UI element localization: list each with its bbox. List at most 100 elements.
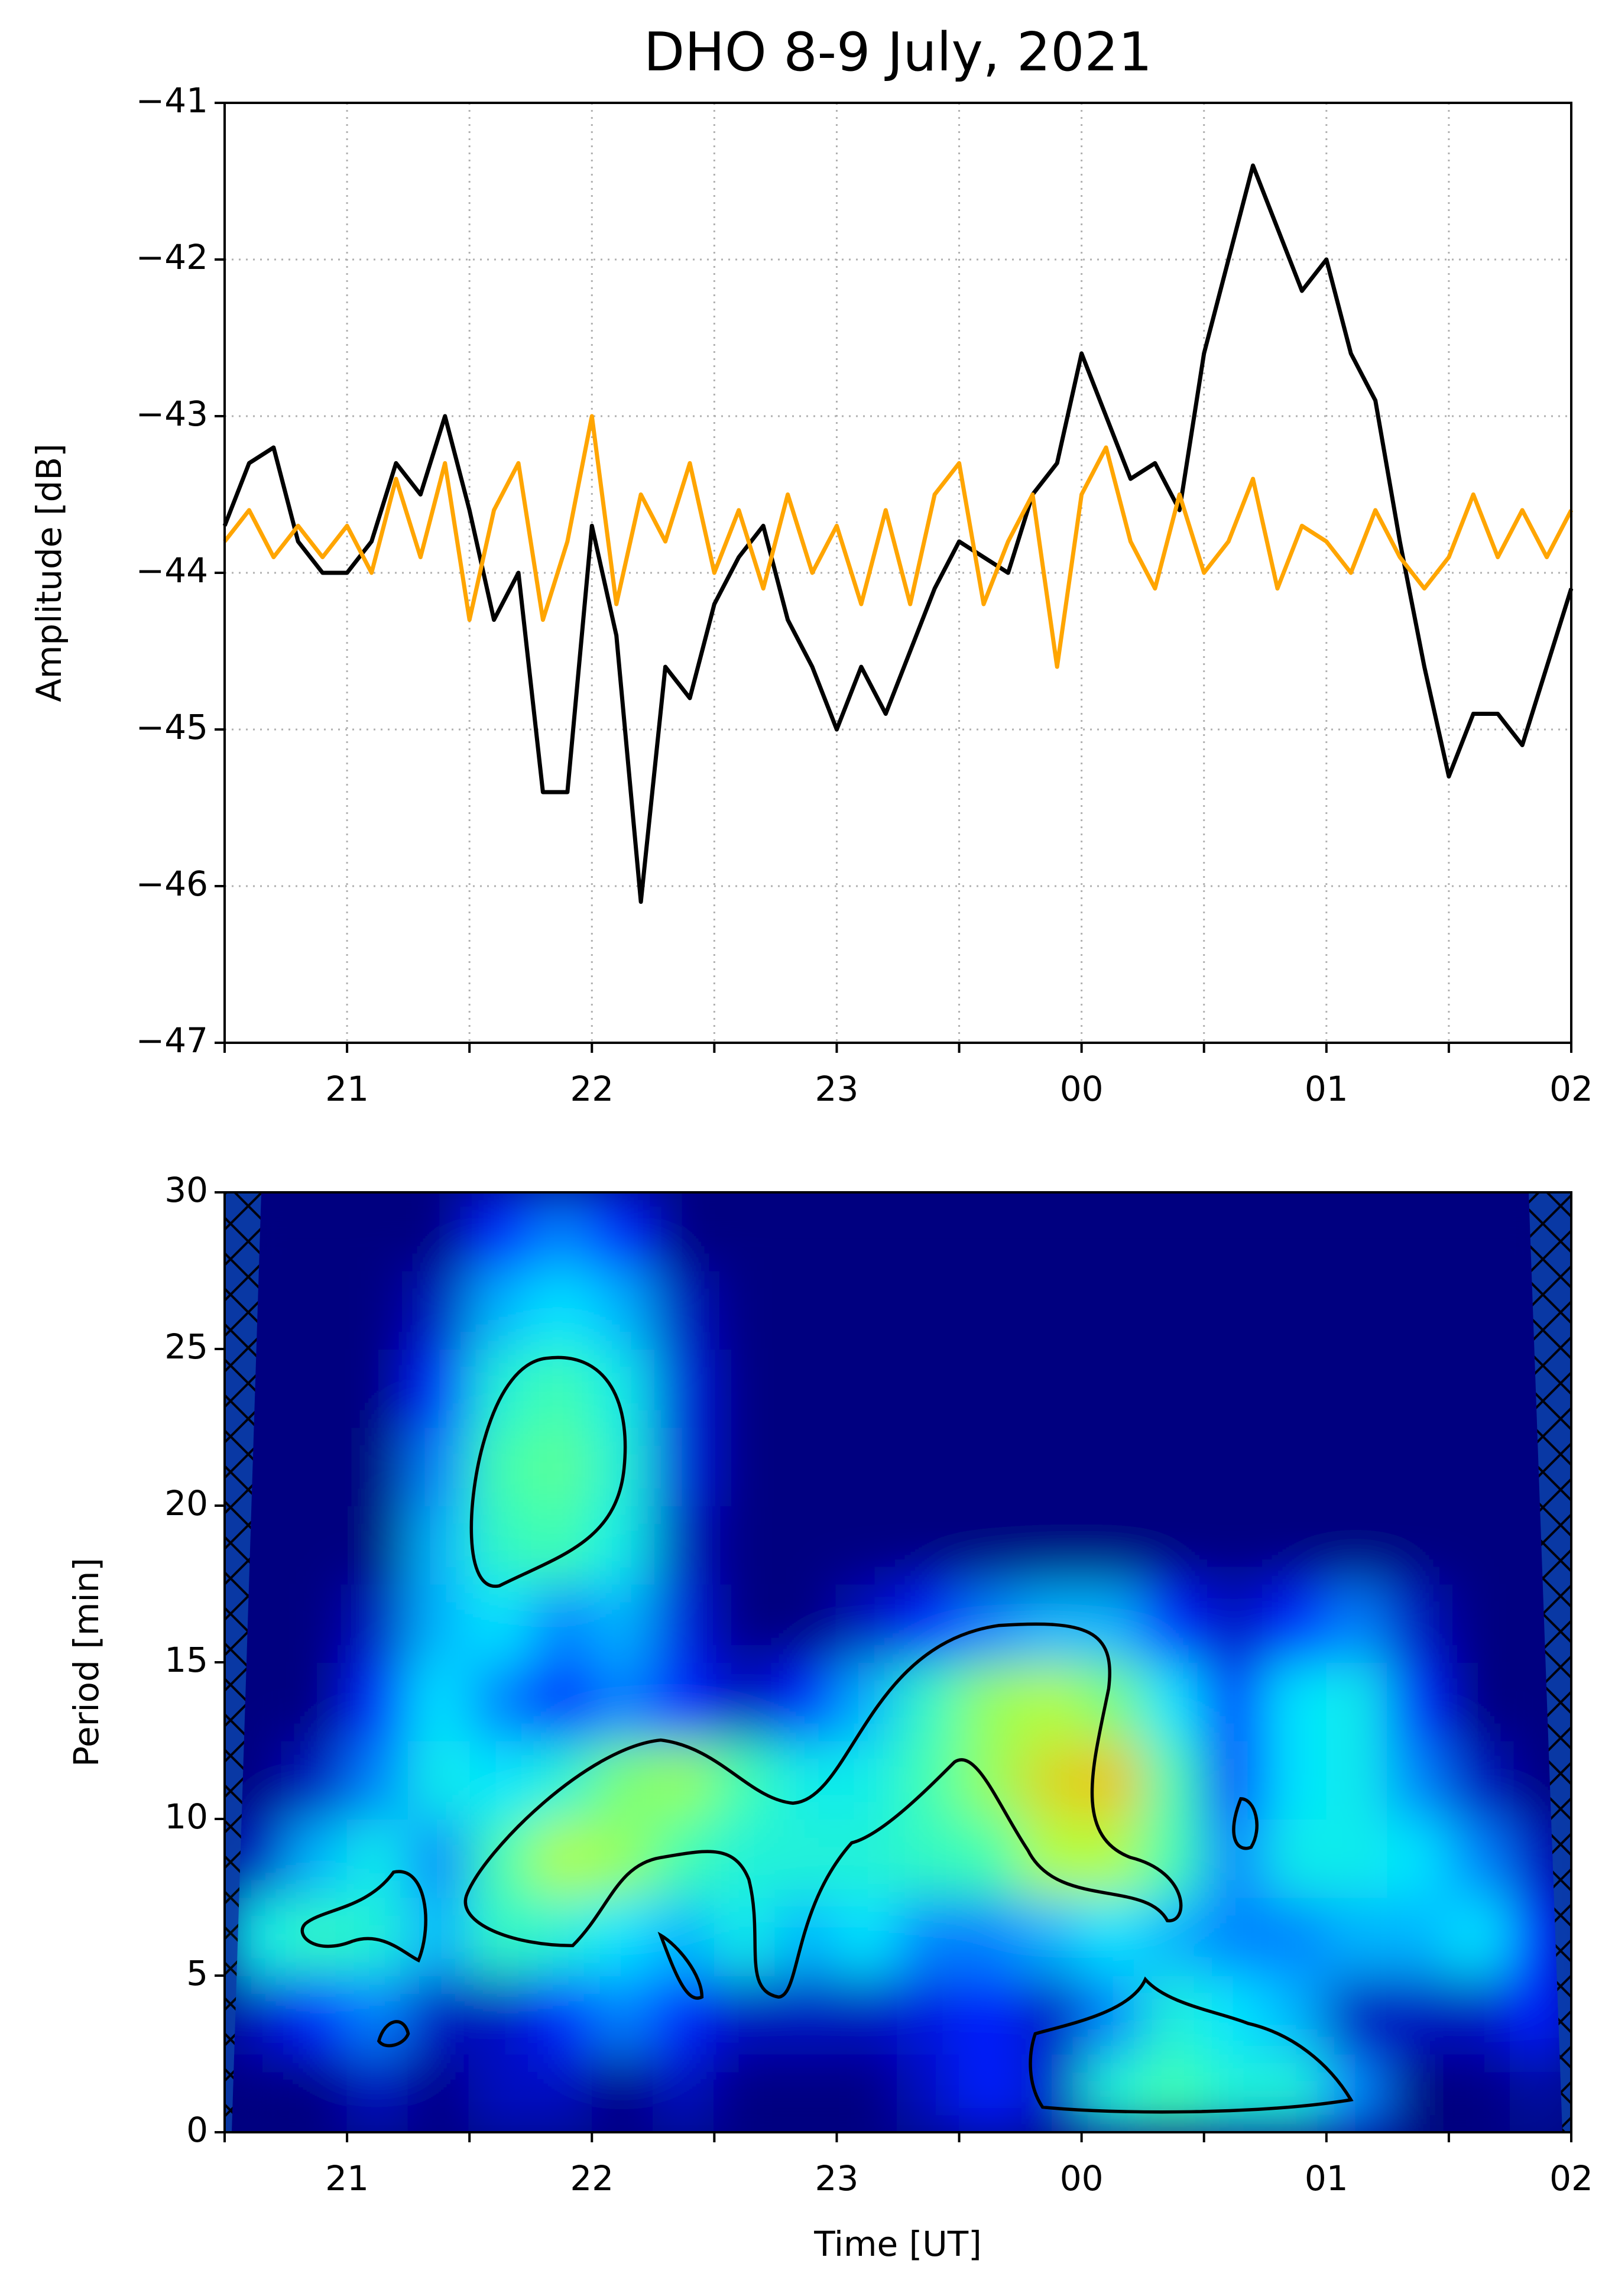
heatmap-cell xyxy=(407,1975,471,2055)
heatmap-cell xyxy=(774,1818,838,1898)
contour xyxy=(463,1622,1183,1999)
heatmap-cell xyxy=(774,2053,838,2132)
y-tick-label: −41 xyxy=(136,80,208,121)
heatmap-cell xyxy=(346,1818,409,1898)
heatmap-cell xyxy=(1387,1896,1449,1976)
heatmap-cell xyxy=(285,1975,348,2055)
heatmap-cell xyxy=(897,1505,960,1585)
heatmap-cell xyxy=(530,1818,593,1898)
heatmap-cell xyxy=(1142,1975,1205,2055)
heatmap-cell xyxy=(836,1426,899,1506)
heatmap-cell xyxy=(407,1270,471,1350)
heatmap-cell xyxy=(714,1505,776,1585)
heatmap-cell xyxy=(836,1583,899,1663)
heatmap-cell xyxy=(1264,1270,1327,1350)
heatmap-cell xyxy=(1387,1662,1449,1742)
heatmap-cell xyxy=(1020,1896,1082,1976)
heatmap-cell xyxy=(591,1583,654,1663)
heatmap-cell xyxy=(774,1583,838,1663)
heatmap-cell xyxy=(407,1740,471,1820)
heatmap-cell xyxy=(591,1662,654,1742)
heatmap-cell xyxy=(530,1505,593,1585)
heatmap-cell xyxy=(1387,1426,1449,1506)
x-tick-label: 21 xyxy=(325,2158,369,2198)
plot-frame xyxy=(223,102,1572,1044)
heatmap-cell xyxy=(1142,1583,1205,1663)
heatmap-cells xyxy=(225,1192,1571,2132)
heatmap-cell xyxy=(1081,1192,1144,1272)
heatmap-cell xyxy=(714,1426,776,1506)
heatmap-cell xyxy=(1020,1975,1082,2055)
heatmap-cell xyxy=(1142,1662,1205,1742)
heatmap-cell xyxy=(1387,1505,1449,1585)
heatmap-cell xyxy=(469,1740,531,1820)
heatmap-cell xyxy=(285,1426,348,1506)
heatmap-cell xyxy=(1203,1192,1266,1272)
heatmap-cell xyxy=(958,1818,1021,1898)
heatmap-cell xyxy=(1448,1270,1511,1350)
heatmap-cell xyxy=(1325,1662,1389,1742)
heatmap-cell xyxy=(407,1896,471,1976)
heatmap-cell xyxy=(530,1975,593,2055)
heatmap-cell xyxy=(1387,1818,1449,1898)
contour xyxy=(1232,1797,1259,1850)
y-tick-label: 20 xyxy=(164,1483,208,1523)
cone-of-influence xyxy=(225,1192,261,2132)
x-tick-label: 22 xyxy=(570,1069,614,1109)
heatmap-cell xyxy=(836,1818,899,1898)
heatmap-cell xyxy=(285,1192,348,1272)
heatmap-cell xyxy=(1448,1505,1511,1585)
line-series xyxy=(223,414,1574,669)
heatmap-cell xyxy=(1081,1583,1144,1663)
x-tick-label: 01 xyxy=(1305,2158,1348,2198)
heatmap-cell xyxy=(469,1662,531,1742)
heatmap-cell xyxy=(1081,1426,1144,1506)
heatmap-cell xyxy=(530,1583,593,1663)
heatmap-cell xyxy=(346,1583,409,1663)
heatmap-cell xyxy=(1387,1348,1449,1428)
x-tick-label: 21 xyxy=(325,1069,369,1109)
heatmap-cell xyxy=(836,1740,899,1820)
heatmap-cell xyxy=(1142,1348,1205,1428)
heatmap-cell xyxy=(285,1505,348,1585)
heatmap-cell xyxy=(1081,2053,1144,2132)
heatmap-cell xyxy=(1020,1348,1082,1428)
heatmap-cell xyxy=(285,1818,348,1898)
heatmap-cell xyxy=(469,1818,531,1898)
heatmap-cell xyxy=(1325,1740,1389,1820)
heatmap-cell xyxy=(285,1270,348,1350)
heatmap-cell xyxy=(1325,1426,1389,1506)
heatmap-cell xyxy=(714,1348,776,1428)
heatmap-cell xyxy=(774,1975,838,2055)
heatmap-cell xyxy=(774,1896,838,1976)
heatmap-cell xyxy=(285,2053,348,2132)
heatmap-cell xyxy=(1325,1505,1389,1585)
heatmap-cell xyxy=(1448,1662,1511,1742)
heatmap-cell xyxy=(1264,2053,1327,2132)
heatmap-cell xyxy=(346,1896,409,1976)
heatmap-cell xyxy=(652,1348,715,1428)
heatmap-cell xyxy=(958,1896,1021,1976)
heatmap-cell xyxy=(897,1270,960,1350)
heatmap-cell xyxy=(774,1348,838,1428)
x-axis-label: Time [UT] xyxy=(813,2224,982,2264)
heatmap-cell xyxy=(958,1662,1021,1742)
heatmap-cell xyxy=(1142,1192,1205,1272)
heatmap-cell xyxy=(1142,1740,1205,1820)
y-tick-label: 10 xyxy=(164,1796,208,1837)
heatmap-cell xyxy=(652,1270,715,1350)
x-tick-label: 00 xyxy=(1060,2158,1104,2198)
line-series xyxy=(222,163,1574,904)
heatmap-cell xyxy=(346,1348,409,1428)
y-tick-label: −44 xyxy=(136,550,208,591)
heatmap-cell xyxy=(1325,1192,1389,1272)
heatmap-cell xyxy=(1387,1583,1449,1663)
heatmap xyxy=(225,1192,1571,2132)
heatmap-cell xyxy=(774,1426,838,1506)
heatmap-cell xyxy=(530,1270,593,1350)
chart-title: DHO 8-9 July, 2021 xyxy=(644,21,1152,83)
heatmap-cell xyxy=(1387,1192,1449,1272)
y-tick-label: 30 xyxy=(164,1170,208,1210)
heatmap-cell xyxy=(346,1740,409,1820)
